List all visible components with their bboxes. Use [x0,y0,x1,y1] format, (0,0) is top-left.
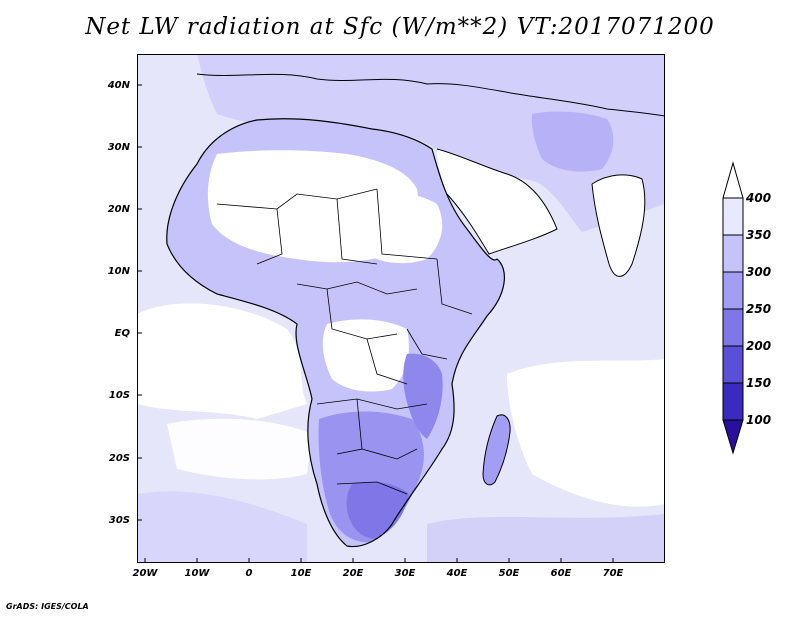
south-africa-deepest-region [346,481,409,539]
lon-label-10e: 10E [290,568,312,579]
lon-label-70e: 70E [602,568,624,579]
east-sahara-clear-region [355,191,443,264]
axis-ticks [137,84,614,563]
colorbar-swatch-250-300 [722,271,744,310]
southern-ocean-patch-2 [427,514,665,563]
colorbar [722,161,744,455]
lon-label-50e: 50E [498,568,520,579]
lon-label-0: 0 [245,568,253,579]
lon-label-60e: 60E [550,568,572,579]
map-border [137,54,665,563]
colorbar-swatch-200-250 [722,308,744,347]
lat-label-30n: 30N [107,142,130,153]
lon-label-40e: 40E [446,568,468,579]
colorbar-label-200: 200 [746,339,772,353]
lon-label-20w: 20W [132,568,158,579]
lat-label-20n: 20N [107,204,130,215]
lon-label-10w: 10W [184,568,210,579]
india-land [592,174,645,277]
country-borders [216,188,473,495]
middle-east-land [437,149,557,254]
south-atlantic-clear-patch [167,418,312,480]
lat-label-30s: 30S [108,515,130,526]
lat-label-10s: 10S [108,390,130,401]
colorbar-label-100: 100 [746,413,772,427]
colorbar-top-arrow [722,161,744,199]
lat-label-40n: 40N [107,80,130,91]
colorbar-label-250: 250 [746,302,772,316]
radiation-map [137,54,665,563]
grads-credit: GrADS: IGES/COLA [6,602,89,611]
colorbar-swatch-350-400 [722,197,744,236]
eurasia-coastline [196,73,665,117]
colorbar-label-300: 300 [746,265,772,279]
colorbar-label-150: 150 [746,376,772,390]
colorbar-label-400: 400 [746,191,772,205]
lat-label-20s: 20S [108,453,130,464]
iran-land [531,111,614,172]
africa-coastline [166,118,505,548]
central-africa-clear-region [322,319,409,392]
india-coastline [591,174,646,277]
colorbar-label-350: 350 [746,228,772,242]
lat-label-eq: EQ [114,328,130,339]
atlantic-clear-patch [137,303,307,419]
colorbar-bottom-arrow [722,419,744,455]
chart-title: Net LW radiation at Sfc (W/m**2) VT:2017… [85,14,715,40]
indian-ocean-clear-patch [507,359,665,507]
lon-label-30e: 30E [394,568,416,579]
east-africa-deep-region [403,353,443,439]
colorbar-swatch-100-150 [722,382,744,421]
arabia-coastline [436,148,558,255]
madagascar-land [482,414,511,486]
lon-label-20e: 20E [342,568,364,579]
colorbar-swatch-300-350 [722,234,744,273]
lat-label-10n: 10N [107,266,130,277]
southern-ocean-patch [137,491,307,563]
colorbar-swatch-150-200 [722,345,744,384]
